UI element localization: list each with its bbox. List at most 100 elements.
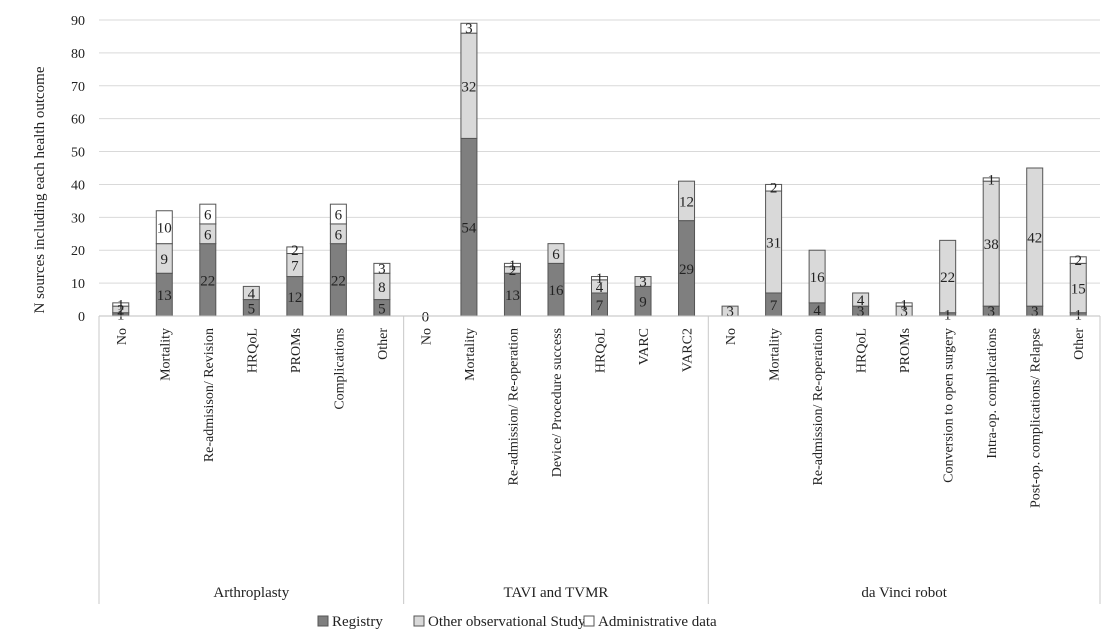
bar-da-vinci-robot-proms-administrative-data	[895, 302, 913, 307]
data-label-post-op-complications-relapse-registry: 3	[1031, 304, 1039, 320]
data-label-varc2-registry: 29	[679, 262, 694, 278]
data-label-other-registry: 5	[378, 301, 386, 317]
bar-da-vinci-robot-other-administrative-data	[1069, 256, 1087, 264]
bar-tavi-and-tvmr-device-procedure-success-other-observational-study	[547, 243, 565, 264]
data-label-varc-registry: 9	[639, 295, 647, 311]
x-category-label: Other	[376, 328, 391, 360]
data-label-mortality-registry: 7	[770, 298, 778, 314]
data-label-device-procedure-success-other-observational-study: 6	[552, 247, 560, 263]
data-label-complications-administrative-data: 6	[335, 208, 343, 224]
bar-arthroplasty-no-administrative-data	[112, 302, 130, 307]
y-tick-label: 0	[78, 310, 85, 325]
data-label-re-admission-re-operation-registry: 13	[505, 288, 520, 304]
data-label-hrqol-registry: 3	[857, 304, 865, 320]
x-category-label: VARC2	[681, 328, 696, 372]
bar-da-vinci-robot-mortality-administrative-data	[765, 183, 783, 192]
legend-swatch-registry	[317, 615, 329, 627]
y-tick-label: 20	[71, 244, 85, 259]
bar-tavi-and-tvmr-hrqol-administrative-data	[591, 276, 608, 281]
data-label-other-administrative-data: 3	[378, 261, 386, 277]
x-category-label: No	[419, 328, 434, 345]
y-tick-label: 90	[71, 14, 85, 29]
bar-da-vinci-robot-hrqol-other-observational-study	[852, 292, 870, 307]
legend-swatch-other-observational-study	[413, 615, 425, 627]
data-label-mortality-administrative-data: 3	[465, 21, 473, 37]
x-group-label: da Vinci robot	[861, 585, 947, 601]
y-axis-title: N sources including each health outcome	[32, 66, 48, 313]
data-label-no-registry: 1	[117, 307, 125, 323]
x-category-label: HRQoL	[594, 328, 609, 373]
bars	[112, 22, 1087, 317]
data-label-re-admission-re-operation-other-observational-study: 16	[810, 270, 826, 286]
bar-tavi-and-tvmr-varc2-other-observational-study	[678, 180, 696, 222]
x-category-label: Other	[1072, 328, 1087, 360]
bar-tavi-and-tvmr-re-admission-re-operation-administrative-data	[503, 262, 521, 268]
x-category-label: Device/ Procedure success	[550, 328, 565, 477]
data-label-other-registry: 1	[1074, 307, 1082, 323]
data-label-re-admission-re-operation-registry: 4	[813, 303, 821, 319]
x-axis: No Mortality Re-admisison/ Revision HRQoL PR…	[98, 315, 1101, 604]
data-label-re-admisison-revision-administrative-data: 6	[204, 208, 212, 224]
data-label-varc2-other-observational-study: 12	[679, 194, 694, 210]
data-label-proms-other-observational-study: 3	[900, 304, 908, 320]
data-label-no-other-observational-study: 2	[117, 302, 125, 318]
data-label-conversion-to-open-surgery-registry: 1	[944, 307, 952, 323]
x-category-label: Re-admission/ Re-operation	[811, 328, 826, 485]
y-tick-label: 70	[71, 80, 85, 95]
data-label-hrqol-administrative-data: 1	[596, 271, 604, 287]
x-category-label: Post-op. complications/ Relapse	[1029, 328, 1044, 508]
x-category-label: Complications	[332, 328, 347, 410]
data-label-proms-administrative-data: 1	[900, 297, 908, 313]
data-label-mortality-other-observational-study: 32	[461, 79, 476, 95]
data-label-no-administrative-data: 1	[117, 297, 125, 313]
y-axis-ticks: 0 10 20 30 40 50 60 70 80 90	[71, 14, 85, 325]
legend-swatch-administrative-data	[583, 615, 595, 627]
x-category-label: PROMs	[289, 328, 304, 373]
data-label-intra-op-complications-other-observational-study: 38	[984, 237, 999, 253]
data-label-re-admisison-revision-other-observational-study: 6	[204, 227, 212, 243]
data-label-proms-other-observational-study: 7	[291, 259, 299, 275]
data-label-mortality-administrative-data: 10	[157, 221, 172, 237]
x-category-label: Mortality	[768, 328, 783, 381]
x-category-label: No	[115, 328, 130, 345]
x-category-label: No	[724, 328, 739, 345]
x-category-label: Intra-op. complications	[985, 328, 1000, 459]
gridlines	[99, 19, 1100, 317]
bar-arthroplasty-re-admisison-revision-administrative-data	[199, 203, 217, 225]
data-label-post-op-complications-relapse-other-observational-study: 42	[1027, 231, 1042, 247]
legend-label-other-observational-study: Other observational Study	[428, 614, 586, 630]
y-tick-label: 80	[71, 47, 85, 62]
data-label-varc-other-observational-study: 3	[639, 274, 647, 290]
data-label-mortality-administrative-data: 2	[770, 181, 778, 197]
bar-tavi-and-tvmr-mortality-administrative-data	[460, 22, 478, 34]
data-label-intra-op-complications-administrative-data: 1	[987, 173, 995, 189]
bar-arthroplasty-complications-administrative-data	[329, 203, 347, 225]
bar-arthroplasty-other-administrative-data	[373, 262, 391, 274]
data-label-hrqol-registry: 5	[248, 301, 256, 317]
data-label-hrqol-other-observational-study: 4	[596, 280, 604, 296]
data-label-mortality-registry: 13	[157, 288, 172, 304]
bar-da-vinci-robot-post-op-complications-relapse-other-observational-study	[1026, 167, 1044, 307]
data-label-hrqol-other-observational-study: 4	[248, 286, 256, 302]
x-group-label: TAVI and TVMR	[504, 585, 609, 601]
bar-arthroplasty-hrqol-other-observational-study	[242, 285, 260, 301]
y-tick-label: 10	[71, 277, 85, 292]
data-label-conversion-to-open-surgery-other-observational-study: 22	[940, 270, 955, 286]
data-label-intra-op-complications-registry: 3	[987, 304, 995, 320]
data-label-other-administrative-data: 2	[1074, 253, 1082, 269]
x-category-label: Mortality	[158, 328, 173, 381]
data-label-mortality-other-observational-study: 9	[161, 252, 169, 268]
x-category-label: HRQoL	[855, 328, 870, 373]
data-label-re-admission-re-operation-other-observational-study: 2	[509, 263, 517, 279]
legend-label-administrative-data: Administrative data	[598, 614, 717, 630]
data-label-proms-administrative-data: 2	[291, 243, 299, 259]
bar-da-vinci-robot-intra-op-complications-administrative-data	[982, 177, 1000, 182]
bar-da-vinci-robot-re-admission-re-operation-other-observational-study	[808, 249, 826, 304]
data-label-re-admisison-revision-registry: 22	[200, 273, 215, 289]
x-category-label: Re-admisison/ Revision	[202, 328, 217, 462]
data-label-complications-registry: 22	[331, 273, 346, 289]
bar-arthroplasty-mortality-administrative-data	[155, 210, 173, 245]
y-tick-label: 50	[71, 146, 85, 161]
bar-tavi-and-tvmr-varc-other-observational-study	[634, 276, 652, 287]
